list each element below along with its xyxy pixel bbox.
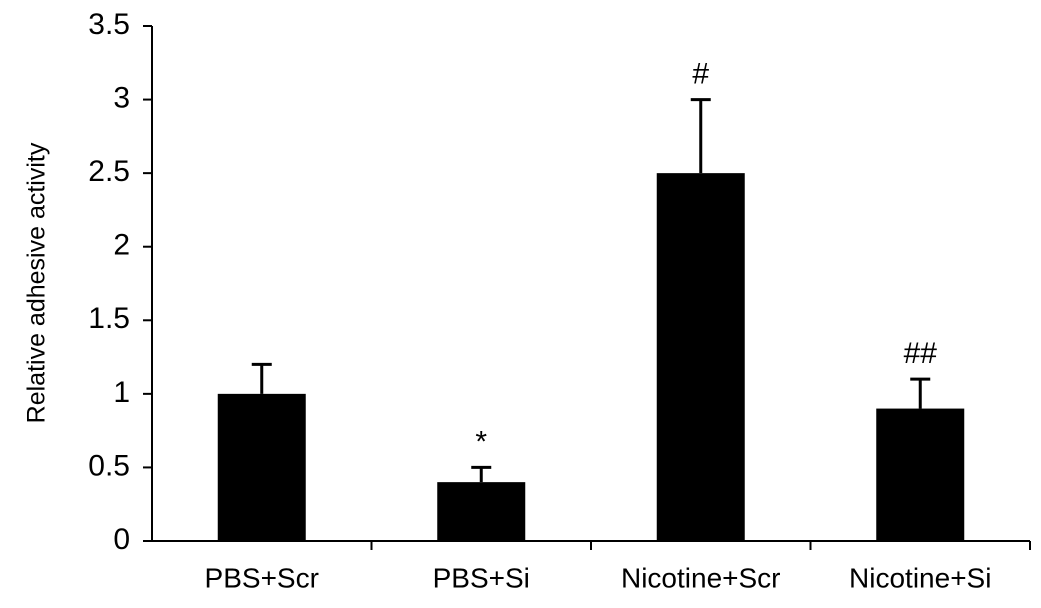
y-tick-label: 3: [113, 81, 130, 114]
annotation: #: [692, 57, 709, 90]
y-tick-label: 1.5: [88, 302, 130, 335]
x-tick-label: Nicotine+Scr: [621, 562, 781, 593]
y-tick-label: 1: [113, 376, 130, 409]
y-tick-label: 3.5: [88, 8, 130, 41]
bar: [217, 393, 306, 541]
bar: [656, 173, 745, 541]
x-tick-label: Nicotine+Si: [849, 562, 991, 593]
error-bar: [471, 465, 492, 483]
x-tick-label: PBS+Scr: [205, 562, 319, 593]
bar: [876, 408, 965, 541]
error-bar: [910, 377, 931, 409]
annotation: ##: [904, 337, 938, 370]
x-tick-label: PBS+Si: [433, 562, 530, 593]
y-tick-label: 0.5: [88, 449, 130, 482]
y-tick-label: 2.5: [88, 155, 130, 188]
y-tick-label: 2: [113, 229, 130, 262]
y-axis-label: Relative adhesive activity: [23, 142, 51, 423]
error-bar: [251, 362, 272, 394]
error-bar: [690, 98, 711, 174]
bar: [437, 482, 526, 541]
annotation: *: [475, 425, 487, 458]
y-tick-label: 0: [113, 523, 130, 556]
